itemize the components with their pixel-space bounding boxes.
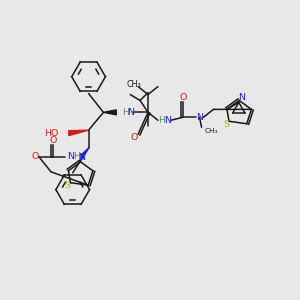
Polygon shape <box>103 110 116 115</box>
Text: H: H <box>73 152 80 161</box>
Text: N: N <box>238 93 244 102</box>
Polygon shape <box>82 148 88 159</box>
Text: H: H <box>158 116 165 125</box>
Text: CH₃: CH₃ <box>127 80 142 89</box>
Text: N: N <box>164 116 171 125</box>
Text: N: N <box>67 152 74 161</box>
Text: S: S <box>64 181 70 190</box>
Text: O: O <box>130 133 138 142</box>
Text: N: N <box>196 113 203 122</box>
Text: O: O <box>32 152 39 161</box>
Text: S: S <box>223 120 229 129</box>
Text: CH₃: CH₃ <box>205 128 218 134</box>
Text: H: H <box>122 108 129 117</box>
Text: N: N <box>78 153 85 162</box>
Text: O: O <box>179 93 186 102</box>
Text: N: N <box>127 108 134 117</box>
Text: O: O <box>49 136 57 145</box>
Text: HO: HO <box>44 129 59 138</box>
Polygon shape <box>69 130 88 136</box>
